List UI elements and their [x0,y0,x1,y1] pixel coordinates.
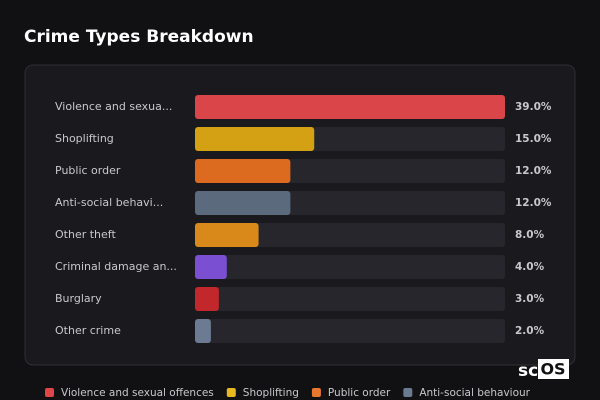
legend-label: Anti-social behaviour [419,387,530,399]
bar [195,287,219,311]
value-label: 39.0% [515,101,552,113]
value-label: 12.0% [515,197,552,209]
value-label: 3.0% [515,293,545,305]
legend-label: Violence and sexual offences [61,387,214,399]
value-label: 8.0% [515,229,545,241]
value-label: 4.0% [515,261,545,273]
bar [195,223,259,247]
bar [195,191,291,215]
category-label: Criminal damage an... [55,260,177,273]
legend-swatch [226,388,236,397]
category-label: Other theft [55,228,116,241]
bar [195,319,211,343]
category-label: Shoplifting [55,132,114,145]
bar-track [195,287,505,311]
legend-swatch [311,388,321,397]
logo-text: sc [518,361,538,381]
bar [195,95,505,119]
category-label: Burglary [55,292,102,305]
bar-track [195,223,505,247]
bar-track [195,319,505,343]
legend-swatch [403,388,413,397]
category-label: Other crime [55,324,121,337]
chart-title: Crime Types Breakdown [24,27,254,47]
value-label: 15.0% [515,133,552,145]
logo-box [538,359,569,379]
legend-label: Public order [328,387,391,399]
bar [195,255,227,279]
bar [195,159,291,183]
value-label: 12.0% [515,165,552,177]
bar [195,127,315,151]
legend-swatch [45,388,54,397]
legend-label: Shoplifting [243,387,299,399]
bar-track [195,255,505,279]
logo-boxed: OS [540,360,565,379]
category-label: Anti-social behavi... [55,196,163,209]
category-label: Public order [55,164,121,177]
category-label: Violence and sexua... [55,100,172,113]
value-label: 2.0% [515,325,545,337]
